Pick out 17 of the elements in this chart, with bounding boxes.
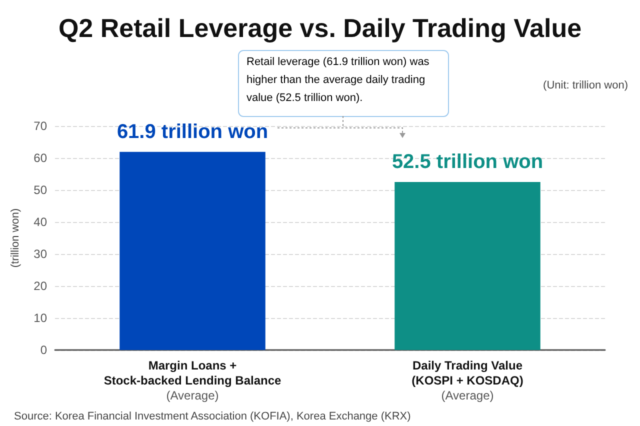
x-tick-label: Daily Trading Value (KOSPI + KOSDAQ) (Average): [412, 358, 524, 402]
x-tick-label: Margin Loans + Stock-backed Lending Balance (Average): [104, 358, 282, 402]
y-tick-label: 30: [34, 247, 48, 261]
y-axis-title: (trillion won): [10, 208, 22, 268]
y-tick-label: 60: [34, 151, 48, 165]
text: Retail leverage (61.9 trillion won) was higher than the average daily trading value (52.5 trillion won).: [246, 56, 432, 104]
y-tick-label: 10: [34, 311, 48, 325]
y-tick-label: 0: [40, 343, 48, 357]
chart-title: Q2 Retail Leverage vs. Daily Trading Value: [58, 13, 582, 43]
data-label: 52.5 trillion won: [392, 151, 544, 173]
y-tick-label: 50: [34, 183, 48, 197]
y-tick-label: 40: [34, 215, 48, 229]
y-tick-label: 70: [34, 119, 48, 133]
data-label: 61.9 trillion won: [116, 120, 268, 143]
source-note: Source: Korea Financial Investment Association (KOFIA), Korea Exchange (KRX): [14, 410, 411, 422]
y-tick-label: 20: [34, 279, 48, 293]
text: (Unit: trillion won): [543, 80, 628, 92]
